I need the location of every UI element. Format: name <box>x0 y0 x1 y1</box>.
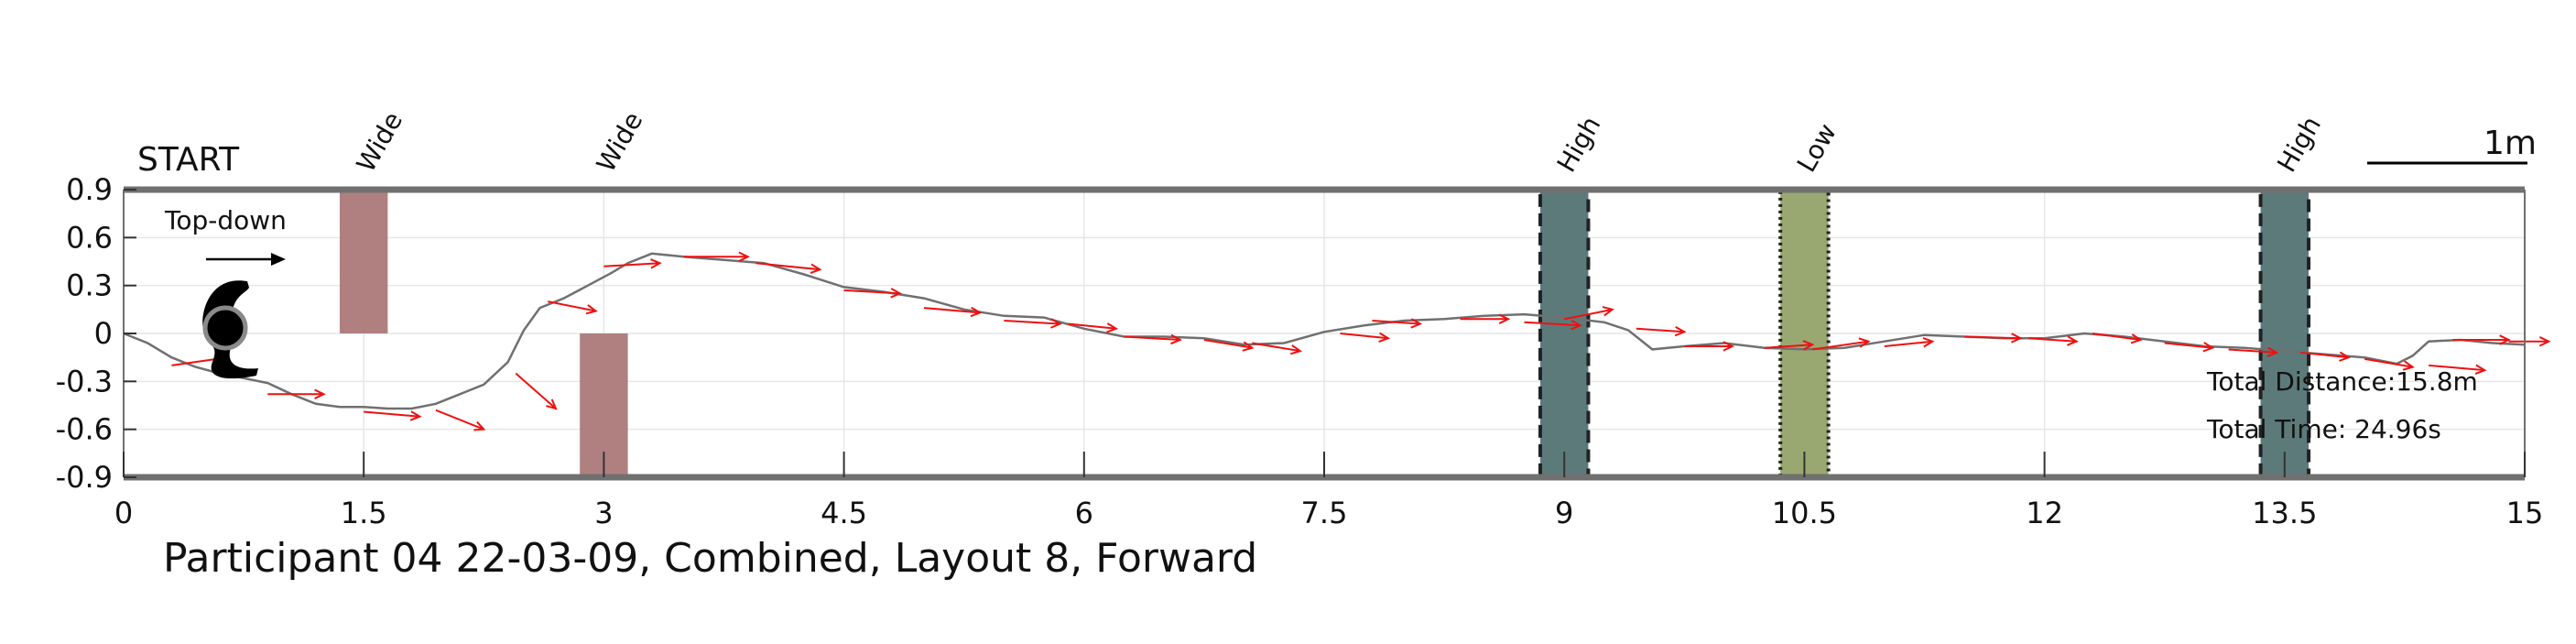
direction-arrow <box>2300 351 2352 362</box>
person-icon <box>202 280 258 379</box>
direction-arrow <box>923 306 983 318</box>
direction-arrow <box>435 409 486 431</box>
obstacle-label-5: High <box>2271 111 2327 177</box>
x-tick-label: 6 <box>1075 496 1093 530</box>
x-tick-label: 15 <box>2506 496 2544 530</box>
direction-arrow <box>2364 357 2415 371</box>
direction-arrows-layer <box>171 251 2551 431</box>
y-tick-label: -0.6 <box>56 412 113 447</box>
x-tick-label: 1.5 <box>341 496 387 530</box>
y-tick-label: 0.9 <box>66 172 113 207</box>
x-tick-label: 13.5 <box>2252 496 2317 530</box>
y-tick-labels: 0.9 0.6 0.3 0 -0.3 -0.6 -0.9 <box>56 172 113 495</box>
obstacle-4 <box>1778 188 1831 479</box>
direction-arrow <box>1636 325 1687 337</box>
y-tick-label: -0.3 <box>56 364 113 398</box>
direction-arrow <box>1124 333 1182 345</box>
direction-arrow <box>2164 342 2215 353</box>
x-tick-label: 7.5 <box>1301 496 1348 530</box>
direction-arrow <box>2028 335 2079 346</box>
direction-arrow <box>515 372 558 410</box>
start-label: START <box>137 141 240 179</box>
direction-arrow <box>2429 364 2487 375</box>
direction-arrow <box>1884 337 1935 348</box>
obstacle-label-4: Low <box>1791 118 1842 177</box>
direction-arrow <box>364 410 422 421</box>
direction-arrow <box>843 288 903 299</box>
scale-bar-label: 1m <box>2484 125 2537 162</box>
grid-lines <box>123 189 2526 478</box>
direction-arrow <box>267 388 326 399</box>
obstacle-label-1: Wide <box>351 107 409 178</box>
x-tick-label: 12 <box>2026 496 2063 530</box>
axes-layer <box>123 186 2526 481</box>
x-tick-label: 0 <box>114 496 133 530</box>
x-tick-label: 4.5 <box>821 496 867 530</box>
direction-arrow <box>2092 333 2143 344</box>
obstacle-1 <box>339 190 388 333</box>
direction-arrow <box>2228 346 2279 357</box>
obstacle-labels: Wide Wide High Low High <box>351 107 2327 178</box>
direction-arrow <box>1524 320 1582 331</box>
top-down-label: Top-down <box>164 205 287 235</box>
obstacle-label-2: Wide <box>591 107 649 178</box>
top-down-arrow-icon <box>206 253 286 266</box>
direction-arrow <box>1004 318 1062 329</box>
direction-arrow <box>1684 341 1735 352</box>
x-tick-label: 10.5 <box>1772 496 1837 530</box>
direction-arrow <box>548 300 598 315</box>
direction-arrow <box>1564 306 1614 321</box>
direction-arrow <box>1811 337 1871 351</box>
obstacle-label-3: High <box>1551 111 1607 177</box>
direction-arrow <box>2508 336 2551 347</box>
direction-arrow <box>1340 332 1391 343</box>
direction-arrow <box>1068 322 1119 333</box>
y-tick-label: 0.3 <box>66 268 113 303</box>
x-tick-labels: 0 1.5 3 4.5 6 7.5 9 10.5 12 13.5 15 <box>114 496 2544 530</box>
direction-arrow <box>755 262 822 274</box>
y-tick-label: 0.6 <box>66 220 113 255</box>
direction-arrow <box>1964 333 2023 344</box>
direction-arrow <box>1252 342 1303 355</box>
y-tick-label: -0.9 <box>56 460 113 495</box>
x-tick-label: 9 <box>1555 496 1573 530</box>
direction-arrow <box>603 258 662 269</box>
y-tick-label: 0 <box>94 316 113 351</box>
direction-arrow <box>1203 338 1255 352</box>
direction-arrow <box>683 251 751 262</box>
obstacle-3 <box>1538 188 1591 479</box>
total-distance-label: Total Distance:15.8m <box>2206 366 2478 397</box>
x-tick-label: 3 <box>594 496 613 530</box>
total-time-label: Total Time: 24.96s <box>2206 414 2441 444</box>
chart-title: Participant 04 22-03-09, Combined, Layou… <box>163 535 1257 582</box>
direction-arrow <box>1764 340 1815 351</box>
direction-arrow <box>1372 318 1423 329</box>
direction-arrow <box>1460 313 1511 324</box>
direction-arrow <box>2452 334 2511 345</box>
